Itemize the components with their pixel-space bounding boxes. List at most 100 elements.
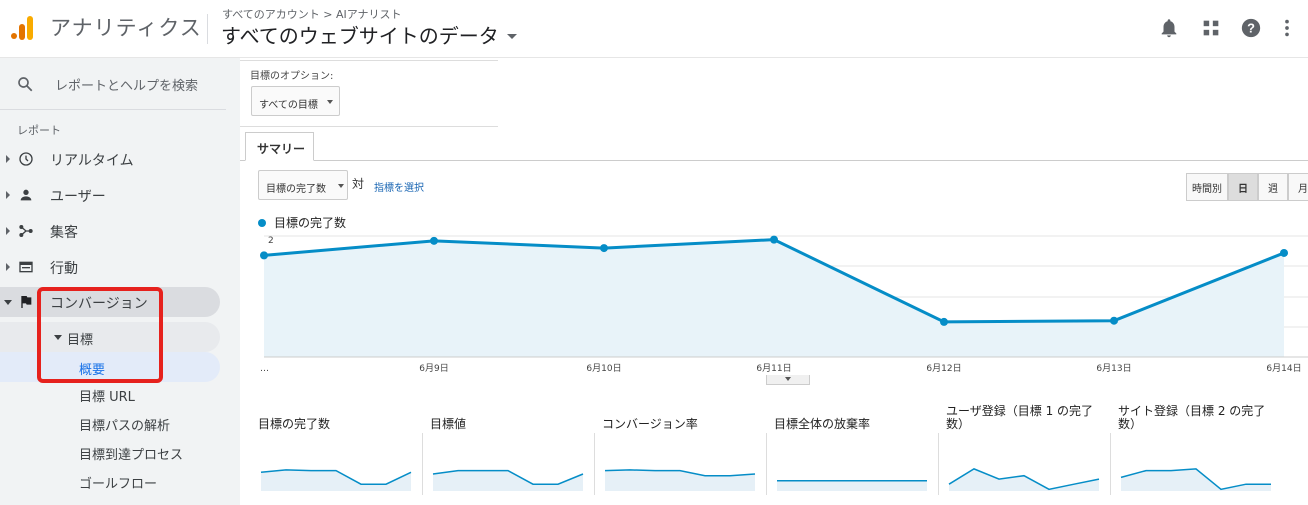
help-icon[interactable]: ? [1240,17,1262,39]
sidebar-item-goal-overview[interactable]: 概要 [0,352,220,382]
sparkline-area [261,469,411,491]
sparkline-title: ユーザ登録（目標 1 の完了数） [946,404,1094,431]
more-vert-icon[interactable] [1276,17,1298,39]
search-input[interactable]: レポートとヘルプを検索 [55,79,199,94]
goal-option-value: すべての目標 [259,100,318,111]
legend-label: 目標の完了数 [274,216,347,230]
svg-text:?: ? [1247,21,1255,36]
chart-legend: 目標の完了数 [258,214,346,231]
metric-select[interactable]: 目標の完了数 [258,170,348,200]
x-tick-label: 6月14日 [1266,363,1301,374]
goal-option-select[interactable]: すべての目標 [251,86,340,116]
sparkline-card[interactable]: サイト登録（目標 2 の完了数） [1118,405,1278,505]
sparkline-title: サイト登録（目標 2 の完了数） [1118,404,1266,431]
sparkline-card[interactable]: 目標値 [430,418,590,505]
report-search[interactable]: レポートとヘルプを検索 [0,58,226,110]
sparkline-card[interactable]: ユーザ登録（目標 1 の完了数） [946,405,1106,505]
caret-down-icon [327,100,333,104]
vs-label: 対 [352,177,365,191]
tab-summary[interactable]: サマリー [245,132,314,161]
breadcrumb[interactable]: すべてのアカウント > AIアナリスト [222,8,402,21]
sidebar-item-goals[interactable]: 目標 [0,322,220,352]
sidebar-item-realtime[interactable]: リアルタイム [0,144,220,174]
caret-down-icon [785,377,791,381]
card-divider [938,433,939,495]
data-point [1110,316,1118,325]
sparkline-chart [604,469,756,491]
period-hourly-button[interactable]: 時間別 [1186,173,1228,201]
x-tick-label: 6月9日 [419,363,448,374]
sparkline-card[interactable]: コンバージョン率 [602,418,762,505]
highlight-annotation [37,287,163,383]
collapse-arrow-icon [4,300,12,305]
period-month-button[interactable]: 月 [1288,173,1308,201]
sidebar-item-label: リアルタイム [50,153,134,169]
sidebar: レポートとヘルプを検索 レポート リアルタイム ユーザー 集客 行動 [0,58,240,505]
period-day-button[interactable]: 日 [1228,173,1258,201]
view-title: すべてのウェブサイトのデータ [221,24,499,48]
select-metric-link[interactable]: 指標を選択 [374,183,424,194]
sparkline-chart [1120,468,1271,491]
person-icon [20,189,32,201]
sidebar-item-behavior[interactable]: 行動 [0,252,220,282]
y-tick-label: 2 [268,236,274,246]
data-point [430,236,438,245]
x-tick-label: … [260,364,269,374]
data-point [260,251,268,260]
sidebar-item-conversion[interactable]: コンバージョン [0,287,220,317]
x-tick-label: 6月13日 [1096,363,1131,374]
apps-grid-icon[interactable] [1200,17,1222,39]
sidebar-item-reverse-goal-path[interactable]: 目標パスの解析 [79,419,171,434]
sidebar-item-goal-url[interactable]: 目標 URL [79,390,135,405]
sidebar-item-label: コンバージョン [50,296,148,312]
card-divider [766,433,767,495]
tab-divider [240,160,1308,161]
app-title: アナリティクス [50,16,202,40]
card-divider [1110,433,1111,495]
sidebar-item-label: ユーザー [50,189,106,205]
sparkline-line [260,469,412,485]
divider [240,126,498,127]
sidebar-item-acquisition[interactable]: 集客 [0,216,220,246]
sparkline-chart [948,468,1100,491]
view-selector[interactable]: すべてのウェブサイトのデータ [221,20,517,49]
sparkline-chart [432,469,584,491]
sidebar-item-funnel[interactable]: 目標到達プロセス [79,448,184,463]
sparkline-area [1121,468,1271,491]
x-tick-label: 6月12日 [926,363,961,374]
sparkline-area [605,469,755,491]
sidebar-item-label: 集客 [50,225,78,241]
sparkline-card[interactable]: 目標の完了数 [258,418,418,505]
x-tick-label: 6月10日 [586,363,621,374]
expand-arrow-icon [6,155,10,163]
report-main: 目標のオプション: すべての目標 サマリー 目標の完了数 対 指標を選択 時間別… [240,58,1308,505]
card-divider [594,433,595,495]
clock-icon [19,152,33,166]
chart-resize-handle[interactable] [766,375,810,385]
period-week-button[interactable]: 週 [1258,173,1288,201]
sparkline-area [433,470,583,491]
data-point [1280,248,1288,257]
caret-down-icon [506,33,517,39]
card-divider [422,433,423,495]
divider [240,60,498,61]
sidebar-item-users[interactable]: ユーザー [0,180,220,210]
sidebar-item-label: 目標 [67,333,94,348]
sparkline-title: 目標値 [430,417,467,431]
bell-icon[interactable] [1158,17,1180,39]
top-header: アナリティクス すべてのアカウント > AIアナリスト すべてのウェブサイトのデ… [0,0,1308,58]
sparkline-title: コンバージョン率 [602,417,698,431]
sparkline-line [948,468,1100,491]
metric-select-value: 目標の完了数 [266,184,326,195]
sidebar-item-goal-flow[interactable]: ゴールフロー [79,477,158,492]
sparkline-area [777,480,927,491]
analytics-logo-icon[interactable] [10,14,34,40]
sparkline-area [949,468,1099,491]
sparkline-line [1120,468,1271,491]
collapse-arrow-icon [54,335,62,340]
acquisition-icon [19,225,33,237]
expand-arrow-icon [6,227,10,235]
reports-section-label: レポート [17,124,61,137]
sparkline-card[interactable]: 目標全体の放棄率 [774,418,934,505]
goal-option-label: 目標のオプション: [250,71,334,82]
